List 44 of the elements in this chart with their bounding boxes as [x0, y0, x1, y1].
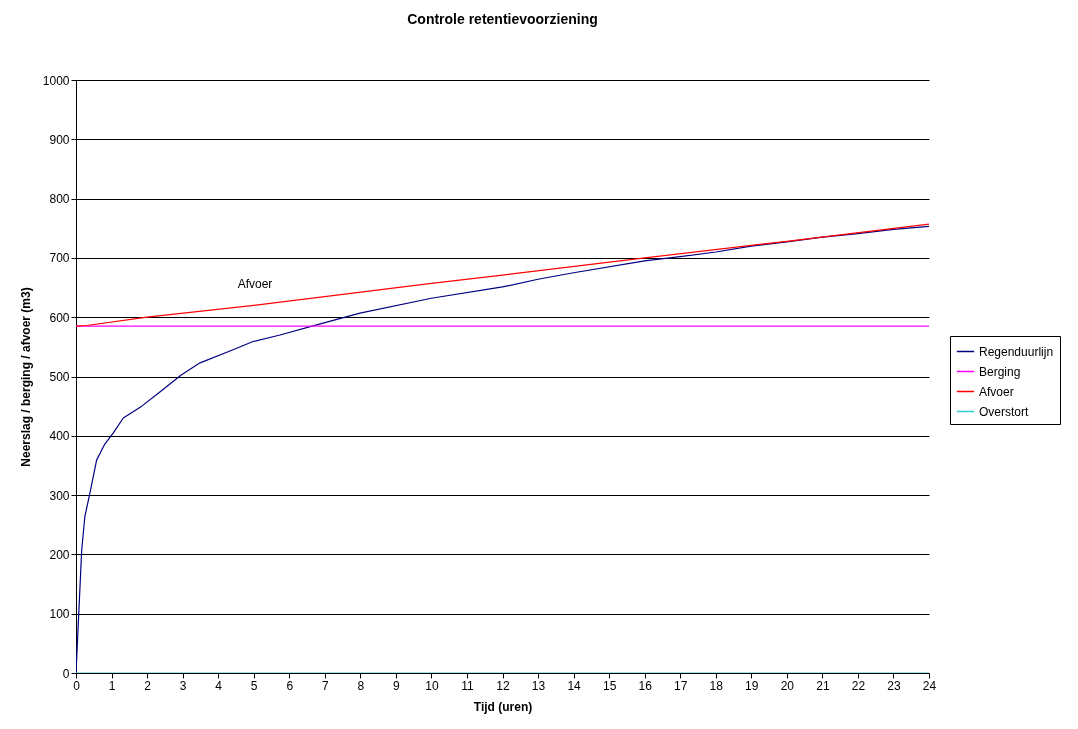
x-tick-label: 10: [425, 678, 439, 693]
legend-label: Regenduurlijn: [979, 344, 1054, 359]
x-tick-label: 8: [357, 678, 365, 693]
x-tick-label: 18: [709, 678, 724, 693]
x-tick-label: 17: [674, 678, 688, 693]
x-tick-label: 0: [73, 678, 81, 693]
x-tick-label: 14: [567, 678, 582, 693]
x-tick-label: 19: [745, 678, 759, 693]
x-tick-label: 9: [393, 678, 401, 693]
x-tick-label: 1: [108, 678, 116, 693]
x-tick-label: 24: [922, 678, 937, 693]
x-tick-label: 15: [602, 678, 617, 693]
y-axis-title: Neerslag / berging / afvoer (m3): [18, 287, 33, 467]
chart-title: Controle retentievoorziening: [407, 11, 598, 27]
x-axis-title: Tijd (uren): [473, 699, 533, 714]
y-tick-label: 800: [49, 192, 70, 207]
annotation: Afvoer: [237, 277, 273, 291]
y-tick-label: 300: [49, 488, 70, 503]
y-tick-label: 100: [49, 607, 70, 622]
x-tick-label: 20: [780, 678, 795, 693]
x-tick-label: 13: [531, 678, 546, 693]
x-tick-label: 7: [321, 678, 329, 693]
legend-label: Berging: [979, 364, 1021, 379]
x-tick-label: 3: [179, 678, 187, 693]
x-tick-label: 23: [887, 678, 901, 693]
x-tick-label: 11: [461, 678, 475, 693]
x-tick-label: 12: [496, 678, 510, 693]
x-tick-label: 6: [286, 678, 294, 693]
y-tick-label: 700: [49, 251, 70, 266]
y-tick-label: 1000: [42, 73, 70, 88]
x-tick-label: 4: [215, 678, 223, 693]
x-tick-label: 2: [144, 678, 152, 693]
y-tick-label: 900: [49, 132, 70, 147]
x-tick-label: 5: [250, 678, 258, 693]
legend-label: Overstort: [979, 404, 1030, 419]
y-tick-label: 400: [49, 429, 70, 444]
x-tick-label: 16: [638, 678, 653, 693]
x-tick-label: 21: [816, 678, 830, 693]
y-tick-label: 600: [49, 310, 70, 325]
y-tick-label: 0: [62, 666, 70, 681]
legend-label: Afvoer: [979, 384, 1014, 399]
x-tick-label: 22: [851, 678, 866, 693]
y-tick-label: 200: [49, 547, 70, 562]
y-tick-label: 500: [49, 370, 70, 384]
